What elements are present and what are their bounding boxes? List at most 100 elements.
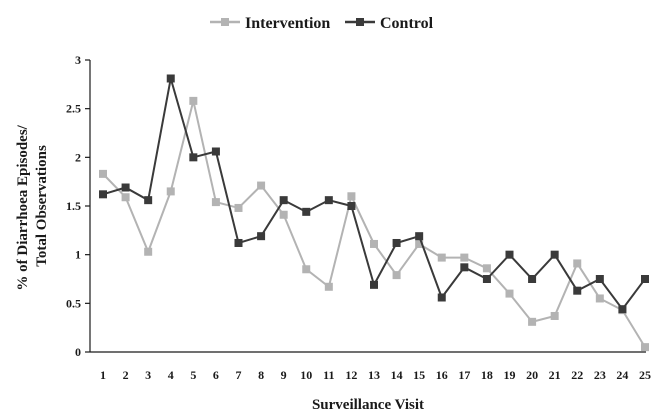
data-point-intervention xyxy=(302,265,311,274)
x-tick-label: 2 xyxy=(123,368,129,382)
data-point-intervention xyxy=(505,289,514,298)
data-point-control xyxy=(595,275,604,283)
x-tick-label: 5 xyxy=(190,368,196,382)
x-tick-label: 15 xyxy=(413,368,425,382)
x-tick-label: 24 xyxy=(616,368,628,382)
data-point-intervention xyxy=(121,193,130,202)
data-point-control xyxy=(618,305,627,314)
legend-marker xyxy=(356,18,364,26)
data-point-intervention xyxy=(437,253,446,262)
data-point-control xyxy=(234,238,243,247)
y-tick-label: 1 xyxy=(75,248,81,262)
data-point-control xyxy=(528,275,537,283)
data-point-control xyxy=(211,147,220,156)
data-point-intervention xyxy=(189,96,198,105)
x-tick-label: 9 xyxy=(281,368,287,382)
x-tick-label: 17 xyxy=(458,368,470,382)
x-tick-label: 1 xyxy=(100,368,106,382)
data-point-control xyxy=(279,196,288,205)
data-point-control xyxy=(166,74,175,83)
data-point-intervention xyxy=(211,198,220,207)
data-point-control xyxy=(370,280,378,289)
legend-label: Intervention xyxy=(245,15,330,32)
x-tick-label: 21 xyxy=(549,368,561,382)
y-axis-title-line-1: % of Diarrhoea Episodes/ xyxy=(15,124,31,290)
axes xyxy=(89,60,646,353)
data-point-intervention xyxy=(528,317,537,326)
x-tick-label: 11 xyxy=(323,368,334,382)
data-point-intervention xyxy=(279,210,288,219)
data-point-intervention xyxy=(347,192,356,201)
y-tick-label: 1.5 xyxy=(66,199,81,213)
data-point-control xyxy=(324,196,333,205)
x-tick-label: 25 xyxy=(639,368,651,382)
legend-marker xyxy=(221,18,229,26)
data-point-intervention xyxy=(370,239,378,248)
x-axis-title: Surveillance Visit xyxy=(312,397,424,413)
legend-label: Control xyxy=(380,15,434,32)
y-axis-title-line-2: Total Observations xyxy=(34,145,50,267)
data-point-control xyxy=(482,275,491,283)
data-point-control xyxy=(257,232,266,241)
data-point-control xyxy=(573,286,582,295)
data-point-intervention xyxy=(166,187,175,196)
data-point-control xyxy=(415,232,424,241)
x-tick-label: 14 xyxy=(391,368,403,382)
data-point-intervention xyxy=(99,169,107,178)
x-tick-label: 18 xyxy=(481,368,493,382)
x-tick-label: 8 xyxy=(258,368,264,382)
series-control xyxy=(99,74,649,314)
legend-item-intervention: Intervention xyxy=(210,15,330,32)
x-tick-label: 23 xyxy=(594,368,606,382)
data-point-control xyxy=(460,263,469,272)
x-tick-label: 12 xyxy=(345,368,357,382)
data-point-intervention xyxy=(415,239,424,248)
data-point-intervention xyxy=(595,294,604,303)
x-tick-label: 20 xyxy=(526,368,538,382)
data-point-intervention xyxy=(550,311,559,320)
x-tick-label: 6 xyxy=(213,368,219,382)
data-point-intervention xyxy=(573,259,582,268)
data-point-intervention xyxy=(392,271,401,280)
y-tick-label: 3 xyxy=(75,53,81,67)
data-point-control xyxy=(347,202,356,210)
data-point-intervention xyxy=(460,253,469,262)
y-axis-title: % of Diarrhoea Episodes/ Total Observati… xyxy=(15,121,50,290)
y-tick-label: 0.5 xyxy=(66,296,81,310)
x-tick-label: 7 xyxy=(236,368,242,382)
series-layer xyxy=(99,74,649,352)
x-tick-label: 10 xyxy=(300,368,312,382)
series-intervention xyxy=(99,96,649,352)
y-ticks: 0 0.5 1 1.5 2 2.5 3 xyxy=(66,53,90,359)
series-line-control xyxy=(102,78,646,311)
data-point-control xyxy=(302,207,311,216)
x-tick-label: 4 xyxy=(168,368,174,382)
data-point-control xyxy=(641,275,649,283)
legend-item-control: Control xyxy=(345,15,434,32)
x-ticks: 1 2 3 4 5 6 7 8 9 10 11 12 13 14 15 16 17 18 19 20 21 22 23 24 2… xyxy=(100,368,651,382)
data-point-control xyxy=(189,153,198,162)
data-point-control xyxy=(437,293,446,302)
data-point-control xyxy=(144,196,153,205)
series-line-intervention xyxy=(102,100,646,348)
data-point-control xyxy=(550,250,559,259)
x-tick-label: 22 xyxy=(571,368,583,382)
data-point-intervention xyxy=(324,282,333,291)
x-tick-label: 19 xyxy=(504,368,516,382)
data-point-intervention xyxy=(482,264,491,273)
data-point-control xyxy=(392,238,401,247)
data-point-intervention xyxy=(234,203,243,212)
legend: Intervention Control xyxy=(210,15,434,32)
x-tick-label: 16 xyxy=(436,368,448,382)
y-tick-label: 0 xyxy=(75,345,81,359)
x-tick-label: 3 xyxy=(145,368,151,382)
y-tick-label: 2.5 xyxy=(66,102,81,116)
data-point-intervention xyxy=(144,247,153,256)
data-point-intervention xyxy=(641,343,649,352)
y-tick-label: 2 xyxy=(75,150,81,164)
data-point-control xyxy=(505,250,514,259)
data-point-control xyxy=(99,190,107,199)
x-tick-label: 13 xyxy=(368,368,380,382)
data-point-intervention xyxy=(257,181,266,190)
